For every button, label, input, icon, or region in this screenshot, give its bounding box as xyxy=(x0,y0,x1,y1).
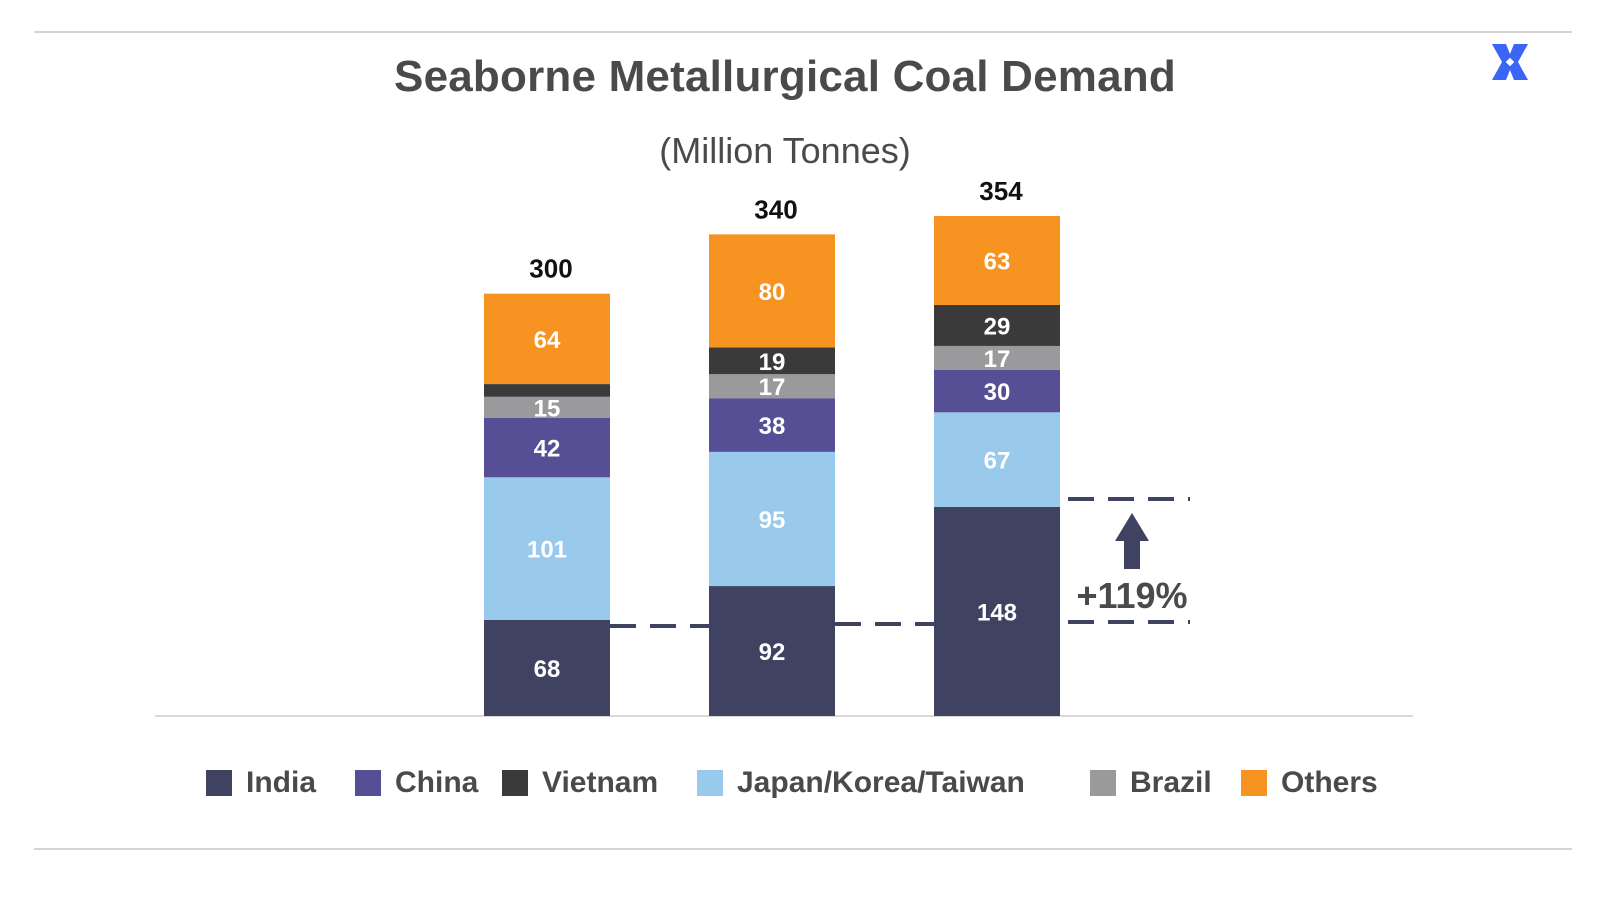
top-divider xyxy=(34,31,1572,33)
bar-segment-china xyxy=(934,369,1060,413)
up-arrow-icon xyxy=(1115,512,1149,569)
legend-item-vietnam: Vietnam xyxy=(502,758,658,808)
segment-label-china: 30 xyxy=(984,379,1011,406)
legend-label: Vietnam xyxy=(542,766,659,799)
chart-legend: India China Vietnam Japan/Korea/Taiwan Brazi… xyxy=(0,758,1600,808)
brand-logo-icon xyxy=(1492,44,1528,80)
bar-segment-vietnam xyxy=(709,347,835,375)
segment-label-others: 64 xyxy=(534,327,561,354)
legend-label: Brazil xyxy=(1130,766,1212,799)
legend-label: Japan/Korea/Taiwan xyxy=(737,766,1025,799)
bar-segment-others xyxy=(484,293,610,385)
legend-swatch xyxy=(355,770,381,796)
legend-swatch xyxy=(697,770,723,796)
segment-label-china: 42 xyxy=(534,436,561,463)
bar-segment-india xyxy=(709,586,835,716)
bar-segment-china xyxy=(484,417,610,478)
segment-label-india: 68 xyxy=(534,656,561,683)
segment-label-china: 38 xyxy=(759,413,786,440)
growth-annotation: +119% xyxy=(1076,575,1187,616)
segment-label-brazil: 17 xyxy=(984,346,1011,373)
legend-swatch xyxy=(1241,770,1267,796)
bar-segment-vietnam xyxy=(484,384,610,397)
legend-label: Others xyxy=(1281,766,1378,799)
bar-segment-japan-korea-taiwan xyxy=(934,412,1060,507)
total-label: 300 xyxy=(529,254,572,284)
chart-title: Seaborne Metallurgical Coal Demand xyxy=(394,52,1176,101)
legend-item-japan-korea-taiwan: Japan/Korea/Taiwan xyxy=(697,758,1025,808)
segment-label-vietnam: 29 xyxy=(984,313,1011,340)
segment-label-japan-korea-taiwan: 95 xyxy=(759,507,786,534)
legend-item-others: Others xyxy=(1241,758,1378,808)
bar-segment-others xyxy=(709,234,835,348)
bar-segment-brazil xyxy=(484,396,610,418)
segment-label-brazil: 17 xyxy=(759,374,786,401)
chart-subtitle: (Million Tonnes) xyxy=(659,130,911,171)
segment-label-vietnam: 19 xyxy=(759,349,786,376)
total-label: 340 xyxy=(754,194,797,224)
bar-segment-china xyxy=(709,398,835,452)
segment-label-japan-korea-taiwan: 101 xyxy=(527,537,567,564)
bar-segment-india xyxy=(934,506,1060,716)
legend-swatch xyxy=(206,770,232,796)
bar-segment-india xyxy=(484,619,610,716)
bar-segment-japan-korea-taiwan xyxy=(484,477,610,620)
legend-swatch xyxy=(1090,770,1116,796)
segment-label-india: 148 xyxy=(977,599,1017,626)
legend-label: China xyxy=(395,766,479,799)
bar-segment-brazil xyxy=(709,374,835,399)
segment-label-others: 63 xyxy=(984,248,1011,275)
legend-swatch xyxy=(502,770,528,796)
legend-label: India xyxy=(246,766,317,799)
segment-label-india: 92 xyxy=(759,639,786,666)
legend-item-brazil: Brazil xyxy=(1090,758,1212,808)
legend-item-india: India xyxy=(206,758,316,808)
bar-segment-japan-korea-taiwan xyxy=(709,451,835,587)
bar-segment-others xyxy=(934,216,1060,305)
bar-segment-brazil xyxy=(934,345,1060,370)
bar-segment-vietnam xyxy=(934,304,1060,346)
segment-label-japan-korea-taiwan: 67 xyxy=(984,448,1011,475)
segment-label-brazil: 15 xyxy=(534,395,561,422)
bottom-divider xyxy=(34,848,1572,850)
legend-item-china: China xyxy=(355,758,478,808)
total-label: 354 xyxy=(979,176,1023,206)
segment-label-others: 80 xyxy=(759,279,786,306)
